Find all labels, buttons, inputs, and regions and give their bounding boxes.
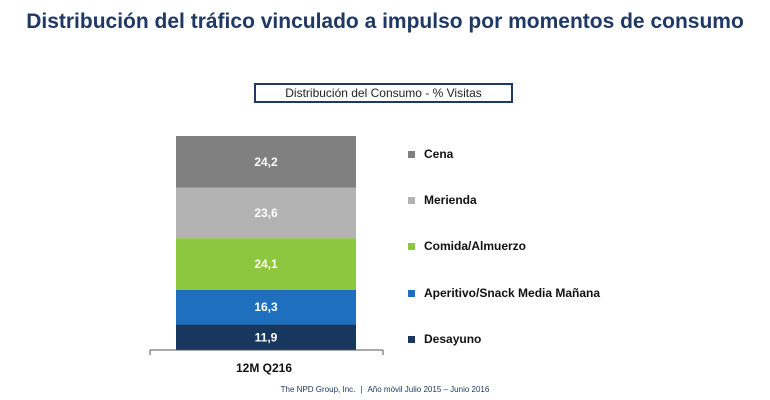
bar-segment-merienda <box>176 187 356 239</box>
legend-swatch-comida-almuerzo <box>408 243 415 250</box>
legend-label-merienda: Merienda <box>424 193 477 207</box>
data-label-desayuno: 11,9 <box>255 330 278 344</box>
legend-label-cena: Cena <box>424 147 454 161</box>
data-label-aperitivo-snack-media-manana: 16,3 <box>254 300 278 314</box>
chart-title: Distribución del Consumo - % Visitas <box>254 83 513 103</box>
legend: Cena Merienda Comida/Almuerzo Aperitivo/Sna… <box>408 147 600 346</box>
bar-segment-cena <box>176 136 356 188</box>
footer: The NPD Group, Inc. | Año móvil Julio 2015… <box>0 385 770 394</box>
page-title: Distribución del tráfico vinculado a imp… <box>26 10 744 33</box>
bar-segment-desayuno <box>176 324 356 350</box>
legend-label-aperitivo-snack-media-manana: Aperitivo/Snack Media Mañana <box>424 286 600 300</box>
data-label-comida-almuerzo: 24,1 <box>254 257 278 271</box>
data-label-merienda: 23,6 <box>254 206 278 220</box>
bar-group: 11,9 16,3 24,1 23,6 24,2 <box>176 136 356 350</box>
bar-segment-aperitivo-snack-media-manana <box>176 289 356 325</box>
footer-period: Año móvil Julio 2015 – Junio 2016 <box>367 385 490 394</box>
footer-separator: | <box>360 385 363 394</box>
footer-company: The NPD Group, Inc. <box>280 385 356 394</box>
legend-swatch-merienda <box>408 197 415 204</box>
x-axis: 12M Q216 <box>149 349 384 375</box>
legend-label-comida-almuerzo: Comida/Almuerzo <box>424 239 526 253</box>
bar-segment-comida-almuerzo <box>176 238 356 290</box>
legend-label-desayuno: Desayuno <box>424 332 481 346</box>
data-label-cena: 24,2 <box>254 155 278 169</box>
x-tick-label: 12M Q216 <box>236 361 292 375</box>
legend-swatch-desayuno <box>408 336 415 343</box>
legend-swatch-aperitivo-snack-media-manana <box>408 290 415 297</box>
legend-swatch-cena <box>408 151 415 158</box>
